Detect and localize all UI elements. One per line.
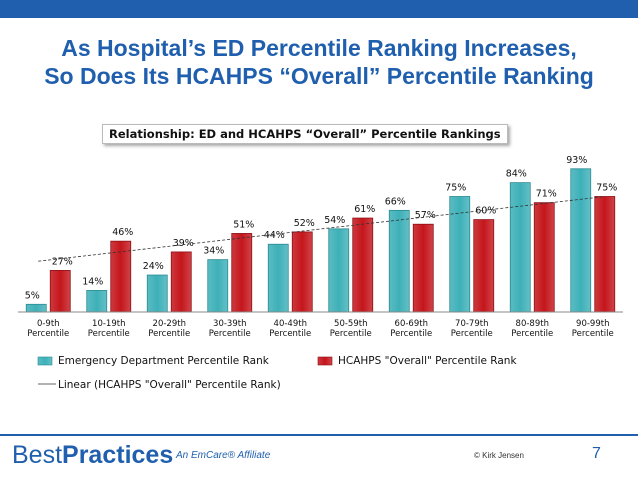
hcahps-bar: [412, 223, 434, 313]
x-tick-label: Percentile: [148, 329, 190, 339]
ed-bar: [328, 228, 350, 313]
legend-hcahps-label: HCAHPS "Overall" Percentile Rank: [338, 355, 517, 367]
brand-logo-part-2: Practices: [62, 441, 174, 469]
hcahps-data-label: 71%: [536, 189, 557, 200]
hcahps-bar: [473, 219, 495, 313]
legend-ed-swatch: [37, 356, 53, 366]
x-tick-label: Percentile: [390, 329, 432, 339]
x-tick-label: 60-69th: [395, 319, 428, 329]
x-tick-label: 10-19th: [92, 319, 125, 329]
ed-data-label: 54%: [324, 215, 345, 226]
x-tick-label: 20-29th: [153, 319, 186, 329]
slide-title: As Hospital’s ED Percentile Ranking Incr…: [0, 34, 638, 90]
ed-data-label: 66%: [385, 196, 406, 207]
ed-bar: [25, 303, 47, 313]
x-tick-label: 90-99th: [576, 319, 609, 329]
chart-title: Relationship: ED and HCAHPS “Overall” Pe…: [102, 124, 508, 144]
ed-bar: [267, 243, 289, 313]
ed-bar: [146, 274, 168, 313]
top-accent-bar: [0, 0, 638, 18]
ed-data-label: 93%: [566, 155, 587, 166]
ed-bar: [207, 259, 229, 313]
hcahps-data-label: 61%: [354, 204, 375, 215]
hcahps-data-label: 51%: [233, 219, 254, 230]
brand-logo-part-1: Best: [12, 441, 63, 469]
hcahps-data-label: 57%: [415, 210, 436, 221]
legend-trendline-label: Linear (HCAHPS "Overall" Percentile Rank…: [58, 379, 281, 391]
ed-data-label: 5%: [25, 290, 40, 301]
x-tick-label: 30-39th: [213, 319, 246, 329]
legend-ed-label: Emergency Department Percentile Rank: [58, 355, 270, 367]
x-tick-label: 70-79th: [455, 319, 488, 329]
x-tick-label: Percentile: [88, 329, 130, 339]
hcahps-data-label: 46%: [112, 227, 133, 238]
ed-data-label: 14%: [82, 276, 103, 287]
ed-bar: [388, 209, 410, 313]
bar-chart: 5%27%0-9thPercentile14%46%10-19thPercent…: [18, 155, 623, 391]
copyright-text: © Kirk Jensen: [474, 451, 524, 460]
legend-hcahps-swatch: [317, 356, 333, 366]
hcahps-data-label: 75%: [596, 183, 617, 194]
x-tick-label: Percentile: [572, 329, 614, 339]
ed-data-label: 34%: [203, 246, 224, 257]
chart-area: 5% 27% 0-9th Percentile 14% 46% 10-19th Percent…: [0, 118, 638, 408]
ed-bar: [570, 168, 592, 313]
hcahps-bar: [352, 217, 374, 313]
hcahps-bar: [291, 231, 313, 313]
ed-bar: [509, 182, 531, 313]
hcahps-bar: [594, 196, 616, 313]
ed-bar: [86, 290, 108, 313]
ed-data-label: 75%: [445, 183, 466, 194]
x-tick-label: 40-49th: [274, 319, 307, 329]
ed-data-label: 44%: [264, 230, 285, 241]
brand-logo: BestPractices: [12, 440, 173, 470]
x-tick-label: Percentile: [269, 329, 311, 339]
footer: BestPractices An EmCare® Affiliate © Kir…: [0, 434, 638, 479]
page-number: 7: [592, 445, 601, 462]
x-tick-label: Percentile: [209, 329, 251, 339]
x-tick-label: 0-9th: [37, 319, 60, 329]
slide-title-line-1: As Hospital’s ED Percentile Ranking Incr…: [61, 35, 577, 61]
hcahps-bar: [49, 270, 71, 313]
footer-divider: [0, 434, 638, 436]
hcahps-bar: [231, 233, 253, 313]
ed-data-label: 24%: [143, 261, 164, 272]
x-tick-label: 50-59th: [334, 319, 367, 329]
hcahps-data-label: 52%: [294, 218, 315, 229]
x-tick-label: Percentile: [451, 329, 493, 339]
affiliate-text: An EmCare® Affiliate: [176, 450, 271, 461]
hcahps-bar: [533, 202, 555, 313]
slide-title-line-2: So Does Its HCAHPS “Overall” Percentile …: [44, 63, 594, 89]
hcahps-data-label: 27%: [52, 256, 73, 267]
x-tick-label: Percentile: [511, 329, 553, 339]
x-tick-label: 80-89th: [516, 319, 549, 329]
x-tick-label: Percentile: [330, 329, 372, 339]
hcahps-bar: [110, 240, 132, 313]
x-tick-label: Percentile: [27, 329, 69, 339]
ed-data-label: 84%: [506, 169, 527, 180]
hcahps-data-label: 60%: [475, 206, 496, 217]
hcahps-bar: [170, 251, 192, 313]
hcahps-data-label: 39%: [173, 238, 194, 249]
